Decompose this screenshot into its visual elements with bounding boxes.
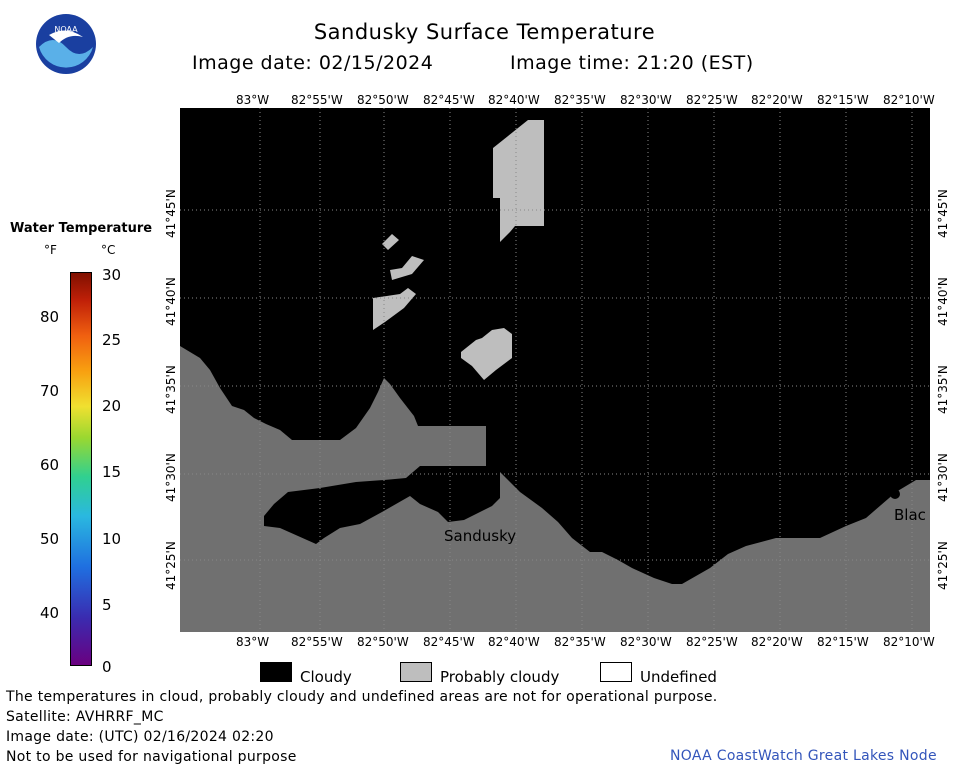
f-tick-label: 80 <box>40 308 60 326</box>
f-tick-label: 70 <box>40 382 60 400</box>
lon-tick-bottom: 82°40'W <box>488 635 540 649</box>
lat-tick-right: 41°30'N <box>936 453 950 502</box>
blac-label: Blac <box>894 506 926 524</box>
lat-tick-left: 41°25'N <box>164 541 178 590</box>
c-tick-label: 30 <box>102 266 122 284</box>
f-tick-label: 40 <box>40 604 60 622</box>
lon-tick-top: 82°45'W <box>423 93 475 107</box>
land-area <box>180 346 930 632</box>
c-tick-label: 5 <box>102 596 112 614</box>
legend-unit-f: °F <box>44 243 57 257</box>
lon-tick-bottom: 82°20'W <box>751 635 803 649</box>
footer-satellite: Satellite: AVHRRF_MC <box>6 709 164 725</box>
lon-tick-top: 82°25'W <box>686 93 738 107</box>
lon-tick-bottom: 82°35'W <box>554 635 606 649</box>
lon-tick-top: 83°W <box>236 93 270 107</box>
c-tick-label: 10 <box>102 530 122 548</box>
lat-tick-right: 41°40'N <box>936 277 950 326</box>
image-time: Image time: 21:20 (EST) <box>510 52 754 74</box>
lon-tick-top: 82°20'W <box>751 93 803 107</box>
undefined-label: Undefined <box>640 668 717 686</box>
lat-tick-left: 41°30'N <box>164 453 178 502</box>
lat-tick-right: 41°35'N <box>936 365 950 414</box>
f-tick-label: 50 <box>40 530 60 548</box>
lat-tick-left: 41°45'N <box>164 189 178 238</box>
lon-tick-bottom: 82°30'W <box>620 635 672 649</box>
image-date: Image date: 02/15/2024 <box>192 52 434 74</box>
cloudy-label: Cloudy <box>300 668 352 686</box>
map-title: Sandusky Surface Temperature <box>313 20 656 44</box>
lon-tick-top: 82°40'W <box>488 93 540 107</box>
lon-tick-bottom: 82°15'W <box>817 635 869 649</box>
lon-tick-bottom: 82°55'W <box>291 635 343 649</box>
lon-tick-top: 82°10'W <box>883 93 935 107</box>
probably-cloudy-patch <box>382 234 399 250</box>
lon-tick-bottom: 82°25'W <box>686 635 738 649</box>
cloudy-swatch <box>260 662 292 682</box>
lon-tick-top: 82°15'W <box>817 93 869 107</box>
lat-tick-left: 41°35'N <box>164 365 178 414</box>
c-tick-label: 25 <box>102 331 122 349</box>
footer-utc-date: Image date: (UTC) 02/16/2024 02:20 <box>6 729 274 745</box>
f-tick-label: 60 <box>40 456 60 474</box>
c-tick-label: 20 <box>102 397 122 415</box>
footer-navigation-note: Not to be used for navigational purpose <box>6 749 297 765</box>
lon-tick-bottom: 82°45'W <box>423 635 475 649</box>
lon-tick-top: 82°30'W <box>620 93 672 107</box>
footer-disclaimer: The temperatures in cloud, probably clou… <box>6 689 718 705</box>
probably-cloudy-patch <box>493 120 544 242</box>
temperature-map[interactable]: Sandusky Blac <box>180 108 930 632</box>
probably-cloudy-label: Probably cloudy <box>440 668 560 686</box>
lat-tick-right: 41°45'N <box>936 189 950 238</box>
blac-marker <box>890 489 900 499</box>
lat-tick-right: 41°25'N <box>936 541 950 590</box>
graticule <box>180 108 930 632</box>
c-tick-label: 15 <box>102 463 122 481</box>
legend-title: Water Temperature <box>10 221 153 236</box>
lon-tick-top: 82°55'W <box>291 93 343 107</box>
probably-cloudy-patch <box>461 328 512 380</box>
probably-cloudy-patch <box>390 256 424 280</box>
lon-tick-bottom: 82°10'W <box>883 635 935 649</box>
logo-text: NOAA <box>54 25 78 34</box>
lat-tick-left: 41°40'N <box>164 277 178 326</box>
temperature-colorbar <box>70 272 92 666</box>
probably-cloudy-patch <box>373 288 416 330</box>
c-tick-label: 0 <box>102 658 112 676</box>
lon-tick-bottom: 82°50'W <box>357 635 409 649</box>
sandusky-label: Sandusky <box>444 527 516 545</box>
lon-tick-top: 82°35'W <box>554 93 606 107</box>
undefined-swatch <box>600 662 632 682</box>
probably-cloudy-swatch <box>400 662 432 682</box>
lon-tick-top: 82°50'W <box>357 93 409 107</box>
lon-tick-bottom: 83°W <box>236 635 270 649</box>
noaa-logo: NOAA <box>36 14 96 74</box>
probably-cloudy-areas <box>373 120 544 380</box>
credit-link[interactable]: NOAA CoastWatch Great Lakes Node <box>670 748 937 764</box>
legend-unit-c: °C <box>101 243 116 257</box>
